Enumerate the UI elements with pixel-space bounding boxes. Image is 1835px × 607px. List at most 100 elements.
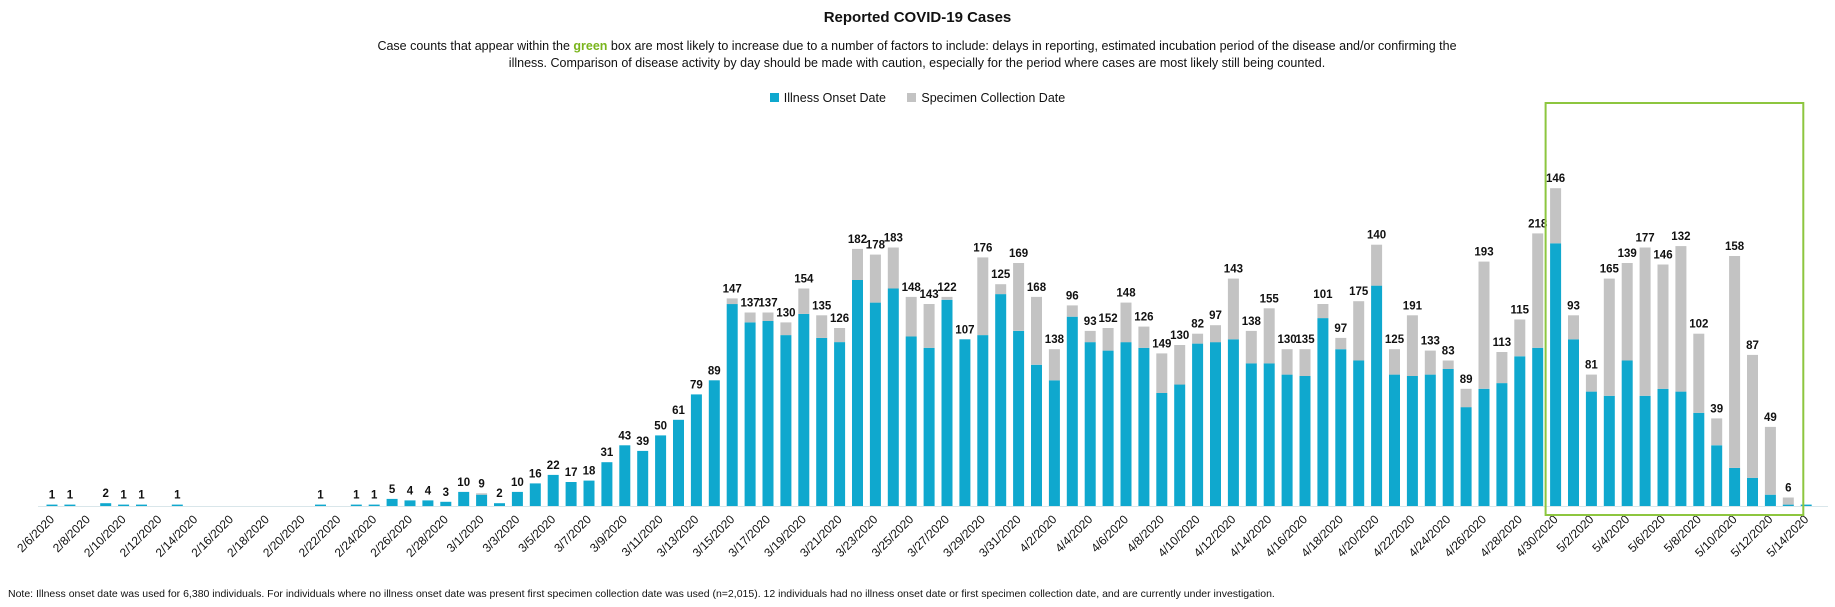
data-label: 130 <box>776 307 795 319</box>
bar-onset <box>1013 330 1025 507</box>
bar-onset <box>1729 467 1741 506</box>
bar-specimen <box>1299 349 1311 376</box>
bar-onset <box>852 280 863 506</box>
bar-specimen <box>1782 497 1794 505</box>
bar-onset <box>171 504 183 506</box>
data-label: 113 <box>1493 337 1512 349</box>
bar-onset <box>1138 347 1150 506</box>
data-label: 125 <box>991 269 1011 281</box>
bar-onset <box>619 445 631 506</box>
bar-specimen <box>1532 233 1544 348</box>
data-label: 133 <box>1421 336 1440 348</box>
bar-onset <box>1460 407 1472 506</box>
data-label: 149 <box>1152 338 1171 350</box>
bar-specimen <box>1406 315 1418 376</box>
legend-item-specimen[interactable]: Specimen Collection Date <box>907 91 1065 105</box>
bar-onset <box>798 313 810 506</box>
bar-onset <box>1156 393 1168 506</box>
data-label: 168 <box>1027 282 1047 294</box>
bar-onset <box>726 304 738 506</box>
bar-specimen <box>923 304 935 348</box>
bar-onset <box>350 504 362 506</box>
data-label: 39 <box>636 436 649 448</box>
chart-subtitle: Case counts that appear within the green… <box>367 38 1467 72</box>
bar-specimen <box>1460 388 1472 408</box>
bar-onset <box>1281 374 1293 506</box>
data-label: 147 <box>723 283 742 295</box>
chart-legend: Illness Onset Date Specimen Collection D… <box>0 91 1835 105</box>
bar-onset <box>1657 388 1669 506</box>
data-label: 135 <box>1295 334 1315 346</box>
data-label: 135 <box>812 300 832 312</box>
data-label: 125 <box>1385 334 1405 346</box>
bar-specimen <box>1693 333 1705 413</box>
data-label: 143 <box>1224 264 1243 276</box>
bar-onset <box>1550 243 1562 507</box>
bar-onset <box>690 394 702 506</box>
bar-onset <box>1782 504 1794 506</box>
bar-onset <box>1764 494 1776 506</box>
data-label: 61 <box>672 405 685 417</box>
bar-onset <box>1424 374 1436 506</box>
bar-onset <box>583 480 595 506</box>
bar-specimen <box>1120 302 1132 343</box>
data-label: 43 <box>618 430 631 442</box>
bar-specimen <box>1353 301 1365 361</box>
x-tick-label: 4/4/2020 <box>1052 512 1095 555</box>
bar-specimen <box>1550 188 1562 244</box>
data-label: 122 <box>937 282 956 294</box>
legend-item-onset[interactable]: Illness Onset Date <box>769 91 886 105</box>
bar-specimen <box>1031 296 1042 365</box>
data-label: 1 <box>120 490 127 502</box>
subtitle-highlight-word: green <box>573 39 608 53</box>
bars-group <box>46 188 1812 507</box>
data-label: 143 <box>920 289 939 301</box>
bar-specimen <box>798 288 810 314</box>
bar-onset <box>1603 395 1615 506</box>
data-label: 93 <box>1084 316 1097 328</box>
data-label: 126 <box>1134 312 1153 324</box>
data-label: 93 <box>1567 300 1580 312</box>
chart-title: Reported COVID-19 Cases <box>823 9 1012 26</box>
data-label: 16 <box>529 468 542 480</box>
data-label: 2 <box>496 488 502 500</box>
legend-swatch-onset <box>769 93 779 102</box>
bar-specimen <box>1156 353 1168 393</box>
data-label: 2 <box>102 488 108 500</box>
data-label: 115 <box>1511 305 1530 317</box>
data-label: 18 <box>583 466 596 478</box>
data-label: 218 <box>1528 218 1548 230</box>
data-label: 1 <box>67 490 74 502</box>
bar-onset <box>1335 349 1347 506</box>
bar-specimen <box>1174 345 1186 385</box>
legend-label-specimen: Specimen Collection Date <box>921 91 1066 105</box>
bar-onset <box>1621 360 1633 506</box>
bar-onset <box>511 491 523 506</box>
bar-onset <box>1084 342 1096 506</box>
bar-onset <box>1514 356 1526 506</box>
bar-onset <box>1800 504 1812 506</box>
data-label: 22 <box>547 460 560 472</box>
bar-onset <box>100 503 112 506</box>
bar-onset <box>1353 360 1365 506</box>
bar-onset <box>1675 391 1687 506</box>
data-label: 81 <box>1585 360 1598 372</box>
bar-onset <box>977 335 989 506</box>
bar-specimen <box>1621 263 1633 361</box>
x-tick-label: 3/1/2020 <box>444 512 487 555</box>
bar-onset <box>780 335 792 506</box>
data-label: 1 <box>138 490 145 502</box>
data-label: 49 <box>1764 412 1777 424</box>
data-label: 155 <box>1260 293 1280 305</box>
data-label: 130 <box>1170 330 1189 342</box>
bar-specimen <box>1335 337 1347 350</box>
bar-specimen <box>1729 256 1741 468</box>
bar-onset <box>1317 318 1329 506</box>
data-label: 3 <box>443 487 449 499</box>
data-label: 176 <box>973 242 992 254</box>
data-label: 193 <box>1474 247 1493 259</box>
data-label: 132 <box>1671 231 1690 243</box>
x-tick-label: 4/2/2020 <box>1017 512 1060 555</box>
data-label: 165 <box>1600 264 1620 276</box>
bar-onset <box>1048 380 1060 506</box>
